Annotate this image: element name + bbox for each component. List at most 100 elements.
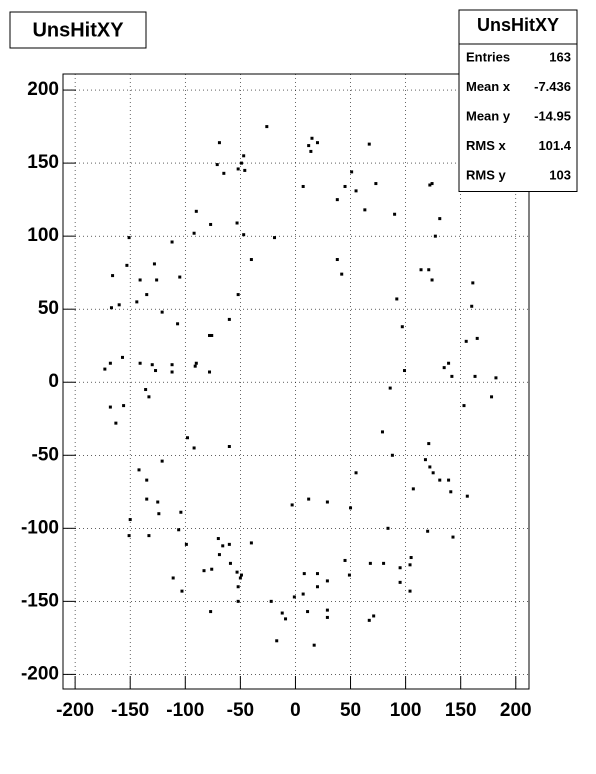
- point: [192, 231, 196, 235]
- y-tick-label: -150: [21, 590, 59, 611]
- stats-title: UnsHitXY: [477, 15, 559, 35]
- point: [475, 336, 479, 340]
- point: [426, 529, 430, 533]
- stat-label: Mean y: [466, 108, 511, 123]
- point: [152, 262, 156, 266]
- x-tick-label: -50: [227, 700, 254, 721]
- point: [349, 506, 353, 510]
- x-tick-label: 200: [500, 700, 532, 721]
- point: [243, 168, 247, 172]
- point: [302, 572, 306, 576]
- point: [135, 300, 139, 304]
- point: [382, 561, 386, 565]
- stat-label: RMS x: [466, 138, 507, 153]
- point: [194, 361, 198, 365]
- x-tick-label: -100: [166, 700, 204, 721]
- y-tick-label: -50: [32, 444, 59, 465]
- point: [403, 369, 407, 373]
- point: [450, 374, 454, 378]
- point: [208, 333, 212, 337]
- point: [236, 599, 240, 603]
- point: [427, 268, 431, 272]
- point: [315, 141, 319, 145]
- point: [438, 217, 442, 221]
- point: [170, 370, 174, 374]
- point: [125, 263, 129, 267]
- point: [408, 563, 412, 567]
- point: [292, 595, 296, 599]
- point: [147, 395, 151, 399]
- point: [411, 487, 415, 491]
- point: [238, 576, 242, 580]
- chart-title: UnsHitXY: [32, 19, 124, 41]
- point: [120, 355, 124, 359]
- y-tick-label: -200: [21, 663, 59, 684]
- point: [438, 478, 442, 482]
- point: [217, 141, 221, 145]
- x-tick-label: 0: [290, 700, 301, 721]
- point: [465, 494, 469, 498]
- point: [216, 537, 220, 541]
- point: [209, 222, 213, 226]
- x-tick-label: 150: [445, 700, 477, 721]
- point: [235, 570, 239, 574]
- point: [423, 458, 427, 462]
- point: [309, 149, 313, 153]
- point: [127, 534, 131, 538]
- point: [447, 478, 451, 482]
- point: [103, 367, 107, 371]
- point: [145, 293, 149, 297]
- point: [239, 573, 243, 577]
- point: [145, 478, 149, 482]
- point: [312, 643, 316, 647]
- point: [138, 278, 142, 282]
- point: [176, 322, 180, 326]
- point: [442, 366, 446, 370]
- point: [171, 576, 175, 580]
- point: [209, 610, 213, 614]
- point: [108, 405, 112, 409]
- stat-label: RMS y: [466, 167, 507, 182]
- point: [325, 608, 329, 612]
- point: [242, 154, 246, 158]
- point: [335, 258, 339, 262]
- point: [462, 404, 466, 408]
- point: [428, 465, 432, 469]
- point: [315, 572, 319, 576]
- point: [156, 500, 160, 504]
- point: [157, 512, 161, 516]
- point: [409, 556, 413, 560]
- point: [350, 170, 354, 174]
- point: [494, 376, 498, 380]
- point: [145, 497, 149, 501]
- y-tick-label: -100: [21, 517, 59, 538]
- point: [194, 209, 198, 213]
- point: [160, 310, 164, 314]
- point: [147, 534, 151, 538]
- point: [221, 544, 225, 548]
- point: [235, 221, 239, 225]
- point: [449, 490, 453, 494]
- point: [273, 236, 277, 240]
- stat-value: 103: [549, 167, 571, 182]
- point: [215, 163, 219, 167]
- point: [192, 446, 196, 450]
- point: [451, 535, 455, 539]
- point: [374, 182, 378, 186]
- stat-label: Entries: [466, 49, 510, 64]
- point: [227, 445, 231, 449]
- x-tick-label: -150: [111, 700, 149, 721]
- point: [222, 171, 226, 175]
- title-box: [9, 11, 147, 49]
- point: [427, 442, 431, 446]
- point: [210, 567, 214, 571]
- point: [301, 592, 305, 596]
- stat-value: 101.4: [538, 138, 571, 153]
- point: [179, 510, 183, 514]
- y-tick-label: 0: [48, 371, 59, 392]
- point: [340, 272, 344, 276]
- point: [249, 258, 253, 262]
- point: [398, 580, 402, 584]
- point: [307, 144, 311, 148]
- stat-label: Mean x: [466, 79, 511, 94]
